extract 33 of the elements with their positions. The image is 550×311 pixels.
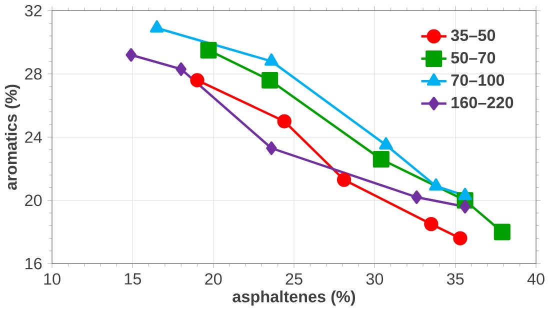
point xyxy=(266,142,277,156)
x-tick-label: 40 xyxy=(527,273,544,285)
point xyxy=(277,114,292,129)
y-tick-label: 16 xyxy=(26,258,42,270)
point xyxy=(460,200,470,214)
y-tick-label: 20 xyxy=(25,194,42,206)
point xyxy=(424,217,438,232)
x-tick-label: 10 xyxy=(44,273,60,285)
x-tick-label: 35 xyxy=(446,273,464,285)
x-tick-label: 15 xyxy=(124,273,142,285)
point xyxy=(453,231,468,246)
point xyxy=(190,73,204,88)
legend-label: 160–220 xyxy=(452,97,514,109)
point xyxy=(200,42,217,59)
legend-label: 50–70 xyxy=(451,52,496,64)
legend-label: 35–50 xyxy=(450,30,496,42)
point xyxy=(176,62,186,76)
x-axis-title: asphaltenes (%) xyxy=(232,290,356,306)
x-tick-label: 30 xyxy=(366,273,384,285)
y-axis-title: aromatics (%) xyxy=(4,84,20,190)
point xyxy=(262,72,278,89)
point xyxy=(372,151,390,168)
point xyxy=(494,224,510,240)
y-tick-label: 28 xyxy=(25,68,42,80)
legend-label: 70–100 xyxy=(451,74,504,86)
point xyxy=(126,48,136,62)
point xyxy=(264,54,278,66)
x-tick-label: 25 xyxy=(286,273,302,285)
point xyxy=(411,190,422,204)
point xyxy=(336,172,352,188)
y-tick-label: 32 xyxy=(24,5,42,17)
y-tick-label: 24 xyxy=(25,132,42,144)
x-tick-label: 20 xyxy=(205,273,222,285)
